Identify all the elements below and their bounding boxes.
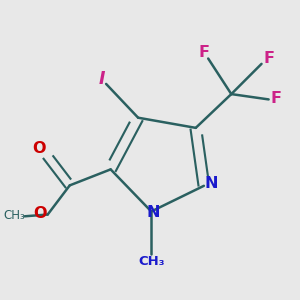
Text: F: F [271,91,282,106]
Text: N: N [205,176,218,191]
Text: CH₃: CH₃ [4,209,26,222]
Text: F: F [198,45,209,60]
Text: I: I [99,70,105,88]
Text: F: F [263,51,274,66]
Text: O: O [33,206,46,221]
Text: N: N [146,205,160,220]
Text: CH₃: CH₃ [138,256,164,268]
Text: O: O [32,141,46,156]
